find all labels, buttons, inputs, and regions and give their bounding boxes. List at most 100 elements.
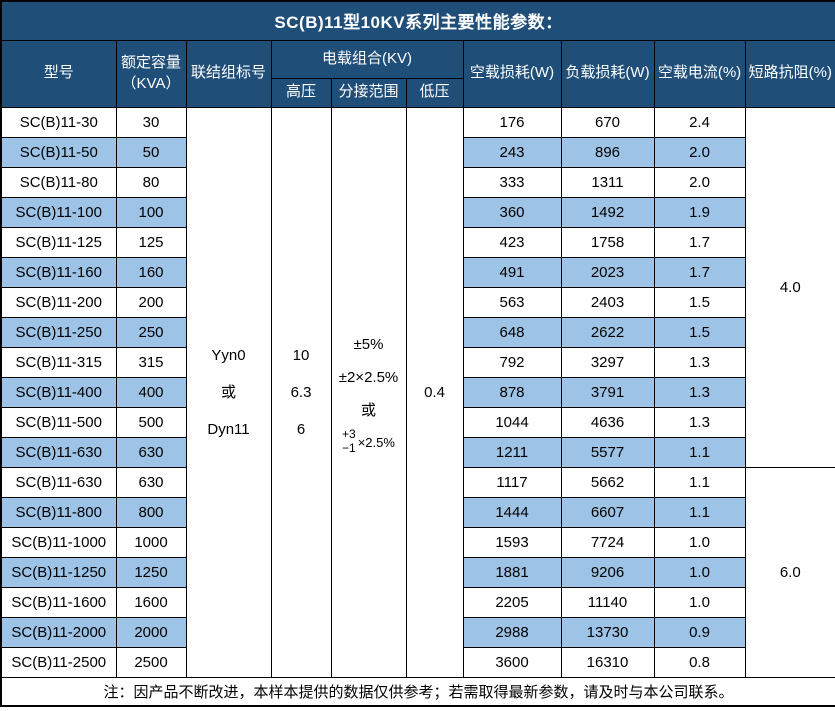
table-row: SC(B)11-800 800 1444 6607 1.1 [0, 496, 835, 528]
no-load-current-cell: 1.3 [653, 376, 746, 408]
model-cell: SC(B)11-1250 [0, 556, 117, 588]
table-row: SC(B)11-30 30 Yyn0 或 Dyn11 10 6.3 6 ±5% ±2×2.5% 或 +… [0, 106, 835, 678]
col-header-connection: 联结组标号 [185, 39, 272, 108]
capacity-cell: 1250 [115, 556, 187, 588]
no-load-loss-cell: 563 [462, 286, 562, 318]
no-load-current-cell: 1.0 [653, 586, 746, 618]
table-row: SC(B)11-125 125 423 1758 1.7 [0, 226, 835, 258]
capacity-cell: 200 [115, 286, 187, 318]
model-cell: SC(B)11-630 [0, 436, 117, 468]
no-load-loss-cell: 2205 [462, 586, 562, 618]
table-row: SC(B)11-1250 1250 1881 9206 1.0 [0, 556, 835, 588]
tap-range-line: ±2×2.5% [338, 369, 399, 387]
table-row: SC(B)11-630 630 1211 5577 1.1 [0, 436, 835, 468]
load-loss-cell: 7724 [560, 526, 655, 558]
load-loss-cell: 670 [560, 106, 655, 138]
no-load-loss-cell: 1117 [462, 466, 562, 498]
load-loss-cell: 2622 [560, 316, 655, 348]
no-load-loss-cell: 1044 [462, 406, 562, 438]
load-loss-cell: 4636 [560, 406, 655, 438]
title-row: SC(B)11型10KV系列主要性能参数： [0, 0, 835, 41]
table-footnote: 注：因产品不断改进，本样本提供的数据仅供参考；若需取得最新参数，请及时与本公司联… [0, 676, 835, 707]
no-load-loss-cell: 1211 [462, 436, 562, 468]
model-cell: SC(B)11-100 [0, 196, 117, 228]
capacity-label-line2: （KVA） [121, 74, 181, 92]
no-load-loss-cell: 878 [462, 376, 562, 408]
impedance-cell: 4.0 [744, 106, 835, 468]
connection-group-cell: Yyn0 或 Dyn11 [185, 106, 272, 678]
load-loss-cell: 3791 [560, 376, 655, 408]
model-cell: SC(B)11-800 [0, 496, 117, 528]
connection-line: Dyn11 [207, 420, 250, 438]
table-row: SC(B)11-80 80 333 1311 2.0 [0, 166, 835, 198]
capacity-cell: 125 [115, 226, 187, 258]
col-header-model: 型号 [0, 39, 117, 108]
load-loss-cell: 1311 [560, 166, 655, 198]
no-load-current-cell: 2.4 [653, 106, 746, 138]
no-load-current-cell: 1.3 [653, 406, 746, 438]
capacity-cell: 250 [115, 316, 187, 348]
no-load-loss-cell: 1444 [462, 496, 562, 528]
no-load-loss-cell: 491 [462, 256, 562, 288]
model-cell: SC(B)11-125 [0, 226, 117, 258]
hv-line: 6.3 [290, 383, 312, 401]
load-loss-cell: 9206 [560, 556, 655, 588]
no-load-current-cell: 1.5 [653, 286, 746, 318]
connection-line: 或 [220, 383, 236, 401]
no-load-current-cell: 1.5 [653, 316, 746, 348]
table-row: SC(B)11-400 400 878 3791 1.3 [0, 376, 835, 408]
model-cell: SC(B)11-1600 [0, 586, 117, 618]
tap-fraction-stack: +3 −1 [342, 427, 356, 455]
load-loss-cell: 6607 [560, 496, 655, 528]
lv-cell: 0.4 [405, 106, 464, 678]
capacity-cell: 30 [115, 106, 187, 138]
page-title: SC(B)11型10KV系列主要性能参数： [0, 0, 835, 41]
capacity-cell: 630 [115, 466, 187, 498]
model-cell: SC(B)11-315 [0, 346, 117, 378]
col-header-impedance: 短路抗阻(%) [744, 39, 835, 108]
hv-cell: 10 6.3 6 [270, 106, 332, 678]
table-row: SC(B)11-630 630 1117 5662 1.1 6.0 [0, 466, 835, 678]
tap-range-line: ±5% [353, 336, 384, 354]
model-cell: SC(B)11-1000 [0, 526, 117, 558]
capacity-cell: 50 [115, 136, 187, 168]
load-loss-cell: 5662 [560, 466, 655, 498]
load-loss-cell: 16310 [560, 646, 655, 678]
table-row: SC(B)11-2500 2500 3600 16310 0.8 [0, 646, 835, 678]
impedance-cell: 6.0 [744, 466, 835, 678]
table-row: SC(B)11-1600 1600 2205 11140 1.0 [0, 586, 835, 618]
table-row: SC(B)11-200 200 563 2403 1.5 [0, 286, 835, 318]
capacity-cell: 315 [115, 346, 187, 378]
no-load-loss-cell: 333 [462, 166, 562, 198]
no-load-current-cell: 0.8 [653, 646, 746, 678]
table-row: SC(B)11-160 160 491 2023 1.7 [0, 256, 835, 288]
no-load-current-cell: 1.1 [653, 436, 746, 468]
no-load-current-cell: 0.9 [653, 616, 746, 648]
header-row-1: 型号 额定容量 （KVA） 联结组标号 电载组合(KV) 空载损耗(W) 负载损… [0, 39, 835, 108]
table-row: SC(B)11-100 100 360 1492 1.9 [0, 196, 835, 228]
col-header-tap-range: 分接范围 [330, 77, 407, 108]
header-row-2: 高压 分接范围 低压 [1, 77, 835, 108]
col-header-capacity: 额定容量 （KVA） [115, 39, 187, 108]
no-load-loss-cell: 3600 [462, 646, 562, 678]
hv-line: 10 [292, 346, 310, 364]
no-load-current-cell: 1.3 [653, 346, 746, 378]
load-loss-cell: 1492 [560, 196, 655, 228]
model-cell: SC(B)11-500 [0, 406, 117, 438]
table-row: SC(B)11-250 250 648 2622 1.5 [0, 316, 835, 348]
capacity-cell: 2000 [115, 616, 187, 648]
table-head: SC(B)11型10KV系列主要性能参数： 型号 额定容量 （KVA） 联结组标… [0, 0, 835, 108]
tap-range-fraction: +3 −1 ×2.5% [332, 427, 405, 456]
model-cell: SC(B)11-30 [0, 106, 117, 138]
capacity-cell: 500 [115, 406, 187, 438]
capacity-cell: 80 [115, 166, 187, 198]
table-row: SC(B)11-500 500 1044 4636 1.3 [0, 406, 835, 438]
model-cell: SC(B)11-400 [0, 376, 117, 408]
no-load-loss-cell: 176 [462, 106, 562, 138]
no-load-current-cell: 1.0 [653, 556, 746, 588]
load-loss-cell: 1758 [560, 226, 655, 258]
tap-fraction-suffix: ×2.5% [357, 434, 395, 450]
no-load-current-cell: 2.0 [653, 166, 746, 198]
table-row: SC(B)11-50 50 243 896 2.0 [0, 136, 835, 168]
